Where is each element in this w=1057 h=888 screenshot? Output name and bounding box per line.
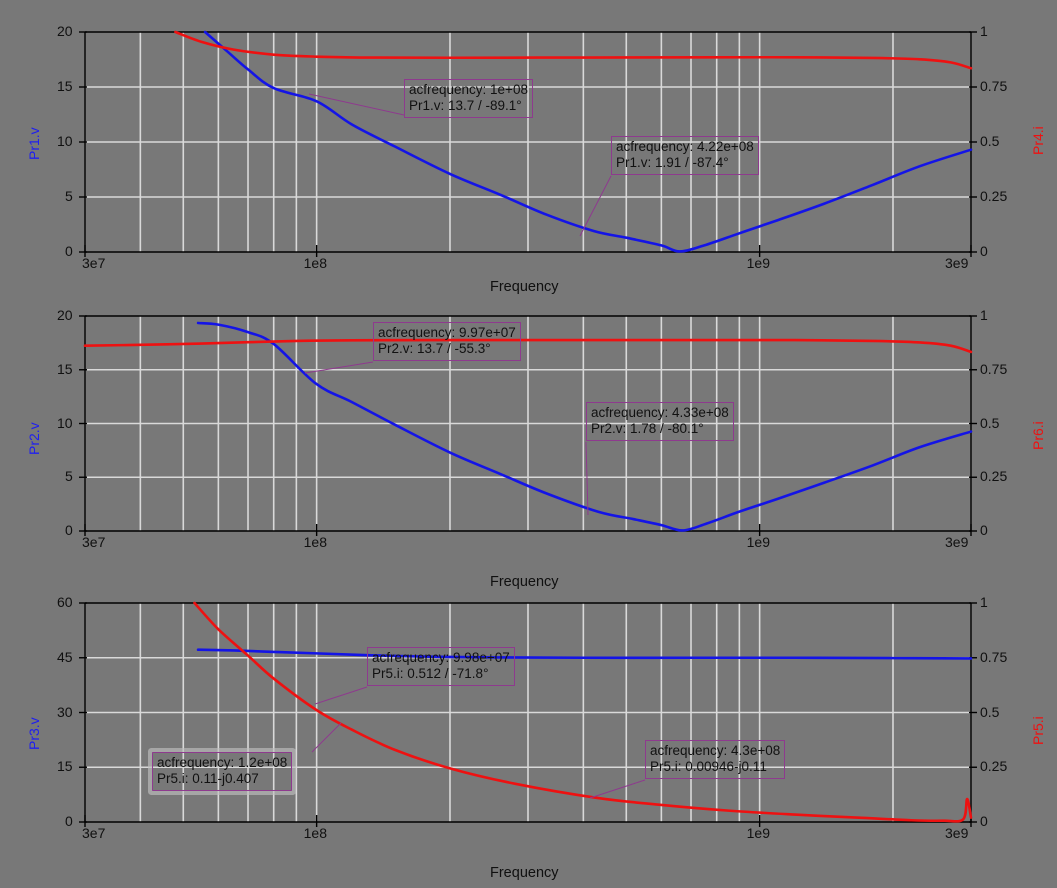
annotation-leader-line — [311, 722, 342, 753]
x-tick-label: 3e9 — [945, 255, 969, 271]
y-tick-label-left: 20 — [57, 23, 73, 39]
annotation-leader-line — [314, 686, 368, 705]
y-tick-label-right: 0 — [980, 522, 988, 538]
annotation-panel2-1[interactable]: acfrequency: 9.97e+07 Pr2.v: 13.7 / -55.… — [373, 322, 521, 361]
x-tick-label: 3e9 — [945, 534, 969, 550]
y-tick-label-left: 10 — [57, 414, 73, 431]
annotation-line-1: acfrequency: 1e+08 — [409, 82, 528, 97]
x-tick-label: 3e7 — [82, 255, 106, 271]
x-tick-label: 1e8 — [303, 534, 327, 550]
trace-pr4-i[interactable] — [174, 30, 973, 70]
panel2-x-label: Frequency — [490, 574, 559, 590]
panel3-y-right-label: Pr5.i — [1030, 716, 1046, 745]
plot-panel-2[interactable]: Pr2.v Pr6.i Frequency acfrequency: 9.97e… — [0, 295, 1057, 590]
panel1-y-right-label: Pr4.i — [1030, 126, 1046, 155]
annotation-line-1: acfrequency: 4.22e+08 — [616, 139, 754, 154]
annotation-leader-line — [308, 93, 405, 116]
y-tick-label-right: 0.25 — [980, 468, 1008, 485]
y-tick-label-left: 15 — [57, 758, 73, 775]
annotation-line-1: acfrequency: 4.3e+08 — [650, 743, 781, 758]
annotation-line-2: Pr5.i: 0.512 / -71.8° — [372, 666, 489, 681]
annotation-leader-line — [304, 361, 374, 374]
trace-pr6-i[interactable] — [83, 338, 973, 354]
annotation-line-1: acfrequency: 9.97e+07 — [378, 325, 516, 340]
x-tick-label: 3e7 — [82, 534, 106, 550]
annotation-leader-line — [585, 441, 589, 516]
y-tick-label-left: 0 — [65, 813, 73, 829]
y-tick-label-right: 1 — [980, 594, 988, 610]
plot-panel-3[interactable]: Pr3.v Pr5.i Frequency acfrequency: 9.98e… — [0, 590, 1057, 888]
annotation-line-2: Pr2.v: 13.7 / -55.3° — [378, 341, 491, 356]
y-tick-label-left: 5 — [65, 188, 73, 204]
y-tick-label-left: 15 — [57, 360, 73, 377]
y-tick-label-right: 1 — [980, 23, 988, 39]
annotation-panel1-1[interactable]: acfrequency: 1e+08 Pr1.v: 13.7 / -89.1° — [404, 79, 533, 118]
annotation-line-2: Pr1.v: 1.91 / -87.4° — [616, 155, 729, 170]
annotation-leader-line — [589, 779, 646, 799]
annotation-panel3-2[interactable]: acfrequency: 1.2e+08 Pr5.i: 0.11-j0.407 — [152, 752, 293, 791]
y-tick-label-left: 0 — [65, 243, 73, 259]
panel2-y-right-label: Pr6.i — [1030, 421, 1046, 450]
annotation-leader-line — [579, 175, 612, 237]
panel1-y-left-label: Pr1.v — [26, 127, 42, 160]
y-tick-label-right: 0.75 — [980, 78, 1008, 94]
y-tick-label-left: 10 — [57, 133, 73, 149]
panel3-x-label: Frequency — [490, 865, 559, 881]
panel2-y-left-label: Pr2.v — [26, 422, 42, 455]
trace-pr5-i[interactable] — [193, 601, 973, 823]
x-tick-label: 1e9 — [746, 825, 770, 841]
annotation-line-2: Pr5.i: 0.00946-j0.11 — [650, 759, 767, 774]
y-tick-label-left: 5 — [65, 468, 73, 485]
y-tick-label-right: 1 — [980, 307, 988, 323]
x-tick-label: 3e9 — [945, 825, 969, 841]
panel1-x-label: Frequency — [490, 279, 559, 295]
annotation-panel3-3[interactable]: acfrequency: 4.3e+08 Pr5.i: 0.00946-j0.1… — [645, 740, 786, 779]
annotation-panel1-2[interactable]: acfrequency: 4.22e+08 Pr1.v: 1.91 / -87.… — [611, 136, 759, 175]
x-tick-label: 1e8 — [303, 825, 327, 841]
y-tick-label-left: 45 — [57, 648, 73, 665]
annotation-line-2: Pr2.v: 1.78 / -80.1° — [591, 421, 704, 436]
trace-pr1-v[interactable] — [203, 30, 973, 253]
y-tick-label-right: 0.25 — [980, 758, 1008, 775]
y-tick-label-left: 15 — [57, 78, 73, 94]
plot-canvas-1[interactable] — [0, 0, 1057, 295]
y-tick-label-right: 0.5 — [980, 414, 1000, 431]
annotation-line-2: Pr1.v: 13.7 / -89.1° — [409, 98, 522, 113]
annotation-panel3-1[interactable]: acfrequency: 9.98e+07 Pr5.i: 0.512 / -71… — [367, 647, 515, 686]
y-tick-label-right: 0 — [980, 243, 988, 259]
annotation-line-2: Pr5.i: 0.11-j0.407 — [157, 771, 259, 786]
panel3-y-left-label: Pr3.v — [26, 717, 42, 750]
trace-pr3-v[interactable] — [196, 648, 973, 660]
y-tick-label-left: 0 — [65, 522, 73, 538]
y-tick-label-right: 0.5 — [980, 703, 1000, 720]
plot-panel-1[interactable]: Pr1.v Pr4.i Frequency acfrequency: 1e+08… — [0, 0, 1057, 295]
plot-canvas-2[interactable] — [0, 295, 1057, 590]
y-tick-label-right: 0 — [980, 813, 988, 829]
x-tick-label: 1e8 — [303, 255, 327, 271]
annotation-line-1: acfrequency: 4.33e+08 — [591, 405, 729, 420]
annotation-panel2-2[interactable]: acfrequency: 4.33e+08 Pr2.v: 1.78 / -80.… — [586, 402, 734, 441]
annotation-line-1: acfrequency: 1.2e+08 — [157, 755, 288, 770]
x-tick-label: 1e9 — [746, 534, 770, 550]
y-tick-label-left: 20 — [57, 307, 73, 323]
y-tick-label-left: 30 — [57, 703, 73, 720]
y-tick-label-left: 60 — [57, 594, 73, 610]
trace-pr2-v[interactable] — [196, 321, 973, 532]
y-tick-label-right: 0.5 — [980, 133, 1000, 149]
x-tick-label: 3e7 — [82, 825, 106, 841]
y-tick-label-right: 0.25 — [980, 188, 1008, 204]
annotation-line-1: acfrequency: 9.98e+07 — [372, 650, 510, 665]
y-tick-label-right: 0.75 — [980, 648, 1008, 665]
y-tick-label-right: 0.75 — [980, 360, 1008, 377]
plot-canvas-3[interactable] — [0, 590, 1057, 888]
x-tick-label: 1e9 — [746, 255, 770, 271]
